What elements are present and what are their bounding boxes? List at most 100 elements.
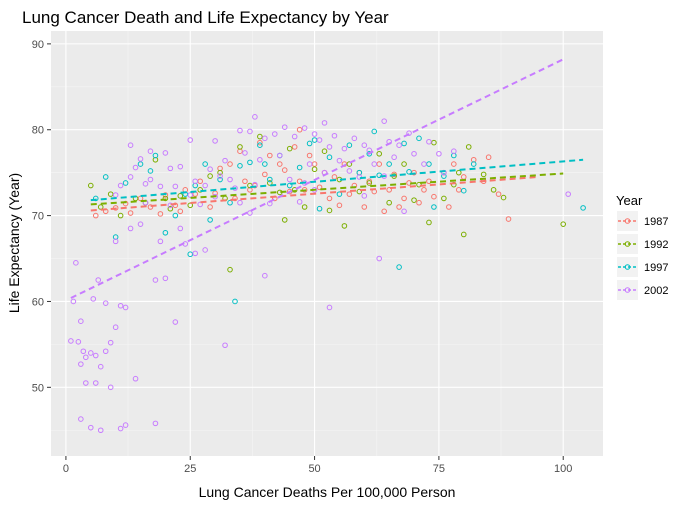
legend-item-2002: 2002 — [617, 280, 668, 300]
data-point — [73, 260, 79, 266]
data-point — [326, 144, 333, 150]
data-point — [87, 182, 94, 189]
data-point — [306, 152, 313, 159]
y-tick-label: 90 — [32, 39, 44, 51]
data-point — [80, 348, 87, 355]
data-point — [416, 199, 422, 206]
data-point — [222, 342, 228, 349]
data-point — [336, 202, 343, 209]
data-point — [426, 219, 432, 226]
x-axis-title: Lung Cancer Deaths Per 100,000 Person — [199, 484, 456, 500]
data-point — [137, 156, 144, 162]
data-point — [431, 204, 437, 210]
data-point — [316, 184, 323, 191]
data-point — [386, 187, 392, 193]
x-tick-label: 75 — [433, 463, 445, 475]
data-point — [147, 204, 154, 210]
data-point — [97, 427, 104, 434]
data-point — [217, 169, 223, 176]
data-point — [192, 178, 199, 185]
data-point — [286, 145, 293, 152]
data-point — [396, 264, 402, 270]
data-point — [436, 150, 442, 157]
data-point — [376, 150, 383, 157]
data-point — [281, 124, 288, 130]
data-point — [286, 182, 293, 189]
data-point — [102, 174, 109, 180]
data-point — [306, 161, 313, 167]
legend-key-point — [624, 287, 631, 293]
data-point — [495, 191, 502, 197]
data-point — [401, 140, 407, 147]
data-point — [177, 163, 184, 170]
legend-key-point — [624, 264, 631, 270]
data-point — [107, 339, 114, 346]
data-point — [341, 223, 348, 229]
data-point — [207, 217, 213, 223]
data-point — [426, 138, 432, 145]
plot-panel — [51, 31, 603, 456]
data-point — [247, 182, 253, 189]
data-point — [346, 168, 353, 174]
data-point — [257, 142, 263, 148]
y-tick-label: 60 — [32, 296, 44, 308]
data-point — [271, 131, 278, 137]
data-point — [490, 187, 497, 193]
data-point — [257, 139, 263, 146]
data-point — [296, 178, 303, 185]
data-point — [177, 225, 184, 232]
data-point — [580, 205, 586, 211]
data-point — [326, 195, 333, 202]
data-point — [451, 161, 457, 167]
data-point — [227, 176, 233, 183]
data-point — [391, 154, 397, 161]
x-tick-label: 100 — [554, 463, 572, 475]
data-point — [127, 142, 134, 148]
trend-lines — [70, 58, 584, 299]
data-point — [371, 161, 378, 167]
data-point — [401, 195, 407, 202]
data-point — [291, 144, 298, 150]
data-point — [301, 204, 308, 210]
chart-title: Lung Cancer Death and Life Expectancy by… — [22, 8, 389, 27]
data-point — [78, 318, 84, 325]
data-point — [411, 150, 417, 157]
data-point — [346, 161, 353, 167]
data-point — [351, 135, 358, 142]
data-point — [336, 191, 343, 197]
data-point — [267, 176, 273, 183]
data-point — [296, 164, 303, 171]
data-point — [361, 142, 368, 148]
data-point — [262, 171, 268, 178]
data-point — [396, 142, 402, 148]
data-point — [346, 142, 353, 148]
trend-line-1992 — [90, 172, 564, 206]
data-point — [237, 162, 243, 169]
data-point — [117, 302, 124, 309]
data-point — [252, 114, 258, 120]
data-point — [242, 150, 248, 156]
data-point — [75, 339, 82, 345]
data-point — [416, 181, 422, 188]
legend-key-point — [624, 241, 631, 247]
data-point — [112, 324, 119, 331]
data-point — [157, 183, 164, 190]
data-point — [431, 139, 437, 146]
legend-key-background — [617, 234, 638, 254]
data-point — [262, 161, 268, 167]
data-point — [366, 178, 373, 185]
data-point — [157, 238, 164, 245]
data-point — [401, 208, 407, 215]
data-point — [336, 157, 343, 164]
data-point — [157, 211, 164, 217]
data-point — [107, 384, 114, 391]
data-point — [326, 207, 333, 214]
y-axis-title: Life Expectancy (Year) — [6, 173, 22, 313]
data-point — [480, 171, 487, 178]
data-point — [441, 195, 447, 202]
data-point — [177, 208, 184, 215]
data-point — [406, 130, 412, 136]
data-point — [321, 148, 328, 155]
data-point — [197, 201, 203, 208]
data-point — [152, 420, 159, 427]
